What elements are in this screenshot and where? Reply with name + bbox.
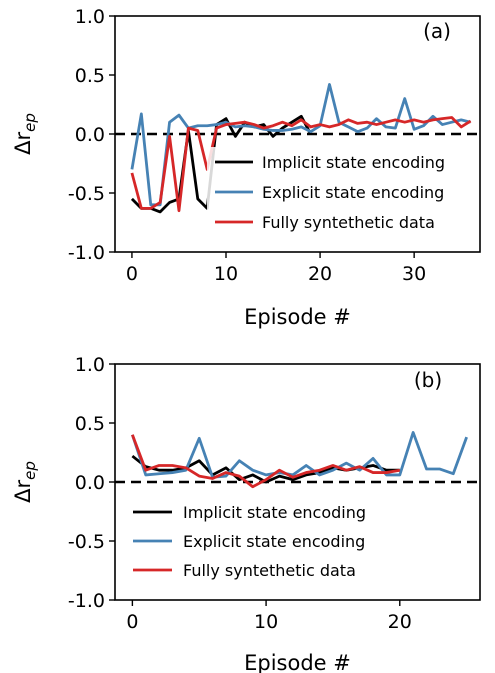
y-tick-label: -1.0: [68, 242, 105, 264]
legend-label-3: Fully syntethetic data: [262, 213, 435, 232]
panel-label: (b): [414, 368, 442, 392]
y-tick-label: 0.5: [75, 413, 105, 435]
y-axis-label: Δrep: [11, 461, 39, 503]
series-line-3: [131, 434, 401, 489]
y-axis-label: Δrep: [11, 113, 39, 155]
x-tick-label: 10: [254, 611, 278, 633]
x-axis-label: Episode #: [244, 305, 351, 329]
x-tick-label: 0: [126, 263, 138, 285]
series-line-2: [131, 431, 468, 479]
chart-panel-2: Implicit state encoding Explicit state en…: [11, 354, 481, 673]
y-tick-label: 0.0: [75, 472, 105, 494]
y-tick-label: 1.0: [75, 6, 105, 28]
legend-label-1: Implicit state encoding: [183, 503, 366, 522]
x-axis-label: Episode #: [244, 651, 351, 673]
y-tick-label: 0.5: [75, 65, 105, 87]
y-tick-label: -1.0: [68, 590, 105, 612]
y-tick-label: 1.0: [75, 354, 105, 376]
y-tick-label: 0.0: [75, 124, 105, 146]
panel-label: (a): [423, 19, 451, 43]
x-tick-label: 10: [214, 263, 238, 285]
x-tick-label: 20: [308, 263, 332, 285]
y-tick-label: -0.5: [68, 183, 105, 205]
legend-label-2: Explicit state encoding: [262, 183, 444, 202]
legend: Implicit state encoding Explicit state en…: [125, 497, 405, 593]
y-tick-label: -0.5: [68, 531, 105, 553]
series-line-3: [130, 116, 472, 213]
x-tick-label: 30: [402, 263, 426, 285]
x-tick-label: 20: [388, 611, 412, 633]
chart-panel-1: Implicit state encoding Explicit state en…: [11, 6, 481, 329]
legend-label-2: Explicit state encoding: [183, 532, 365, 551]
legend-label-1: Implicit state encoding: [262, 153, 445, 172]
legend-label-3: Fully syntethetic data: [183, 561, 356, 580]
legend: Implicit state encoding Explicit state en…: [207, 147, 479, 245]
x-tick-label: 0: [126, 611, 138, 633]
